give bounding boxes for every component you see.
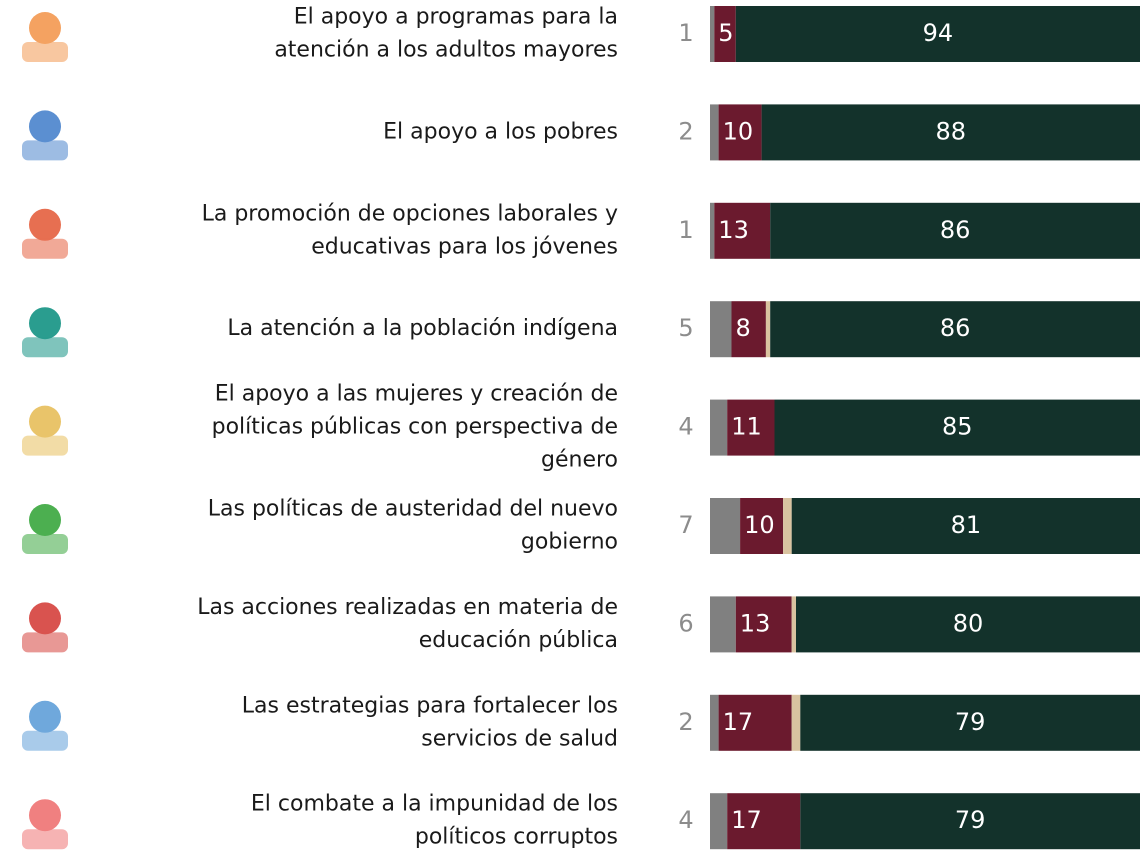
icon [22, 731, 68, 751]
category-label: El apoyo a programas para la [294, 5, 618, 30]
value-label: 10 [744, 511, 775, 539]
icon [22, 632, 68, 652]
icon [22, 42, 68, 62]
icon [29, 701, 61, 733]
icon [29, 406, 61, 438]
bar-segment [710, 301, 732, 357]
icon [29, 307, 61, 339]
category-label: gobierno [521, 530, 618, 555]
category-label: políticas públicas con perspectiva de [212, 415, 618, 440]
value-label: 79 [955, 806, 986, 834]
category-label: políticos corruptos [415, 825, 618, 850]
category-label: Las estrategias para fortalecer los [242, 693, 618, 718]
icon [22, 534, 68, 554]
bar-segment [783, 498, 792, 554]
category-label: educación pública [419, 628, 618, 653]
value-label: 86 [940, 314, 971, 342]
category-label: educativas para los jóvenes [311, 234, 618, 259]
category-label: Las políticas de austeridad del nuevo [208, 497, 618, 522]
value-label: 10 [723, 117, 754, 145]
category-label: La promoción de opciones laborales y [202, 201, 618, 226]
bar-segment [710, 203, 714, 259]
value-label: 5 [678, 314, 693, 342]
icon [29, 110, 61, 142]
value-label: 4 [678, 806, 693, 834]
value-label: 79 [955, 708, 986, 736]
value-label: 94 [923, 19, 954, 47]
icon [22, 436, 68, 456]
value-label: 17 [731, 806, 762, 834]
icon [22, 239, 68, 259]
bar-segment [792, 596, 796, 652]
icon [22, 140, 68, 160]
icon [29, 12, 61, 44]
icon [29, 504, 61, 536]
bar-segment [710, 6, 714, 62]
category-label: género [541, 448, 618, 473]
value-label: 1 [678, 216, 693, 244]
bar-segment [710, 596, 736, 652]
page: {"chart_data": {"type": "stacked-bar-hor… [0, 0, 1140, 852]
bar-segment [792, 695, 801, 751]
category-label: servicios de salud [421, 726, 618, 751]
value-label: 2 [678, 708, 693, 736]
icon [29, 799, 61, 831]
icon [22, 829, 68, 849]
value-label: 85 [942, 413, 973, 441]
icon [22, 337, 68, 357]
value-label: 11 [731, 413, 762, 441]
value-label: 13 [740, 609, 771, 637]
chart: El apoyo a programas para la atención a l… [0, 0, 1140, 852]
value-label: 8 [736, 314, 751, 342]
value-label: 4 [678, 413, 693, 441]
value-label: 81 [951, 511, 982, 539]
category-label: La atención a la población indígena [227, 316, 618, 341]
icon [29, 209, 61, 241]
value-label: 6 [678, 609, 693, 637]
bar-segment [710, 498, 740, 554]
bar-segment [710, 695, 719, 751]
value-label: 88 [936, 117, 967, 145]
category-label: atención a los adultos mayores [274, 38, 618, 63]
category-label: El apoyo a los pobres [383, 119, 618, 144]
value-label: 5 [718, 19, 733, 47]
value-label: 2 [678, 117, 693, 145]
icon [29, 602, 61, 634]
category-label: El apoyo a las mujeres y creación de [215, 382, 618, 407]
value-label: 80 [953, 609, 984, 637]
category-label: El combate a la impunidad de los [251, 792, 618, 817]
bar-segment [710, 400, 727, 456]
value-label: 86 [940, 216, 971, 244]
value-label: 17 [723, 708, 754, 736]
bar-segment [710, 793, 727, 849]
value-label: 13 [718, 216, 749, 244]
bar-segment [766, 301, 770, 357]
category-label: Las acciones realizadas en materia de [197, 595, 618, 620]
bar-segment [710, 104, 719, 160]
value-label: 1 [678, 19, 693, 47]
value-label: 7 [678, 511, 693, 539]
